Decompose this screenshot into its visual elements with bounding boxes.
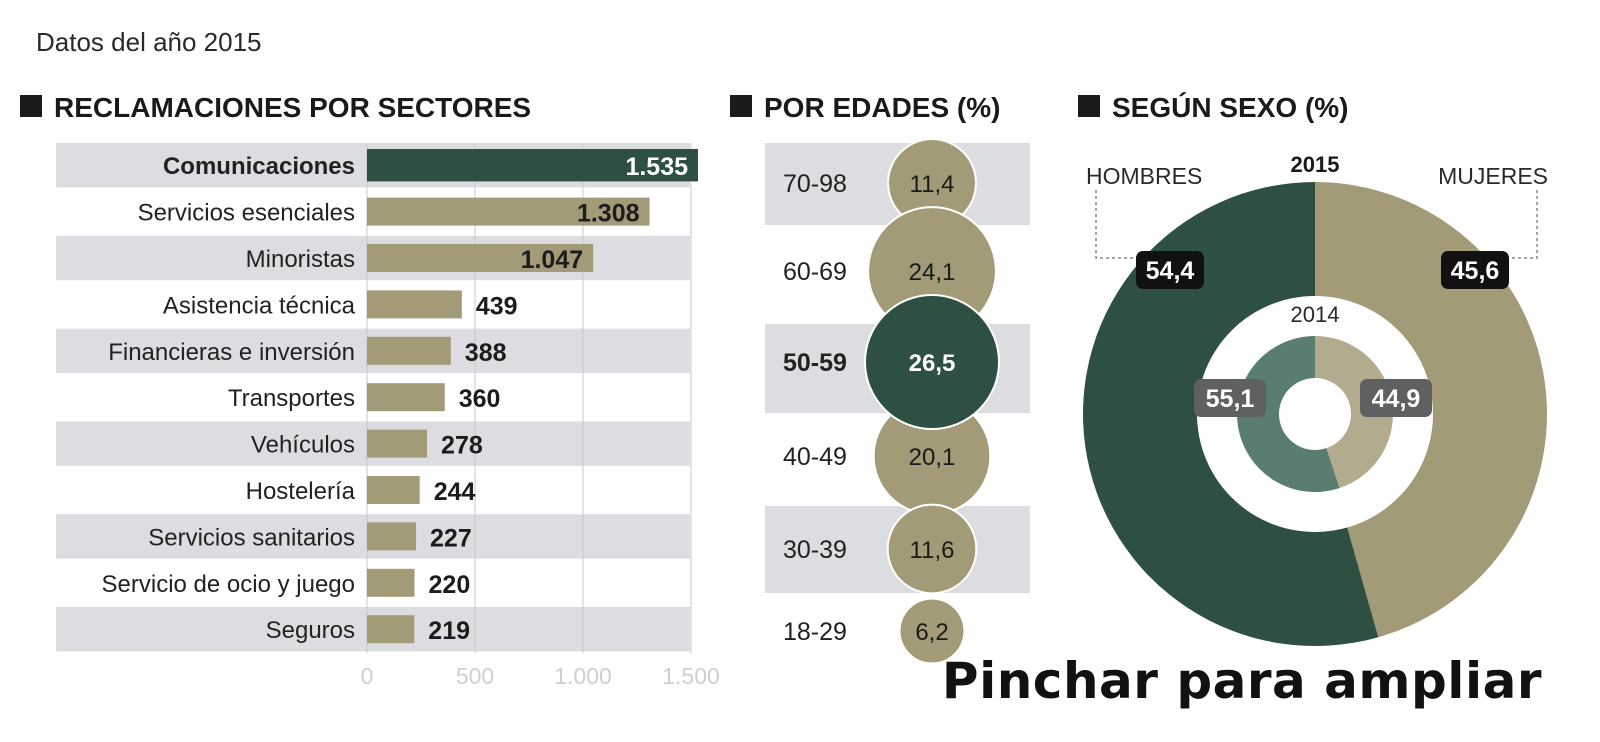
subtitle: Datos del año 2015 (36, 27, 262, 57)
leader-lines (1095, 190, 1538, 259)
category-label: Servicios esenciales (138, 200, 355, 227)
x-tick-label: 1.000 (554, 663, 612, 689)
bar (367, 522, 417, 551)
donut-labels: HOMBRES MUJERES 2015 2014 54,4 45,6 55,1 44,9 (1086, 152, 1548, 417)
sex-donut-chart: SEGÚN SEXO (%) HOMBRES MUJERES 2015 2014 54,… (1078, 92, 1548, 646)
bar (367, 336, 451, 365)
value-mujeres-2015: 45,6 (1451, 257, 1500, 285)
value-label: 244 (434, 478, 476, 506)
bubble-value-label: 6,2 (915, 619, 948, 646)
category-label: Financieras e inversión (108, 339, 355, 366)
category-label: Seguros (266, 617, 355, 644)
bar (367, 149, 698, 182)
bubble (898, 597, 966, 665)
slice-mujeres (1315, 182, 1548, 638)
legend-hombres: HOMBRES (1086, 163, 1202, 189)
enlarge-link[interactable]: Pinchar para ampliar (941, 652, 1542, 710)
title-marker (730, 95, 752, 117)
sectors-bar-chart: RECLAMACIONES POR SECTORES Comunicacione… (20, 92, 720, 689)
bubble-value-label: 24,1 (909, 259, 956, 286)
sectors-title: RECLAMACIONES POR SECTORES (54, 92, 531, 123)
age-title: POR EDADES (%) (764, 92, 1000, 123)
bubble-value-label: 20,1 (909, 444, 956, 471)
value-mujeres-2014-box (1360, 379, 1432, 417)
bar (367, 615, 415, 644)
category-label: Vehículos (251, 432, 355, 459)
value-hombres-2015: 54,4 (1146, 257, 1195, 285)
x-tick-label: 0 (361, 663, 374, 689)
bubble-value-label: 11,6 (910, 537, 955, 564)
value-label: 219 (428, 617, 470, 645)
value-label: 1.535 (625, 153, 688, 181)
donut-2015 (1083, 182, 1548, 646)
category-label: Hostelería (246, 478, 356, 505)
value-mujeres-2015-box (1441, 251, 1509, 289)
value-label: 278 (441, 432, 483, 460)
bubble-value-label: 26,5 (909, 350, 956, 377)
title-marker (1078, 95, 1100, 117)
value-label: 388 (465, 339, 507, 367)
slice-mujeres (1315, 336, 1393, 489)
category-label: Servicios sanitarios (148, 524, 355, 551)
category-label: Servicio de ocio y juego (102, 571, 355, 598)
value-label: 227 (430, 524, 472, 552)
bubble (886, 503, 978, 595)
gridlines (366, 143, 692, 654)
donut-2014 (1237, 336, 1393, 493)
slice-hombres (1237, 336, 1340, 493)
legend-mujeres: MUJERES (1438, 163, 1548, 189)
age-label: 30-39 (783, 536, 847, 564)
bar (367, 290, 462, 319)
bar (367, 197, 650, 226)
bubble (864, 294, 1000, 430)
bar (367, 244, 594, 272)
value-label: 1.308 (577, 200, 640, 228)
age-label: 18-29 (783, 618, 847, 646)
bubble-value-label: 11,4 (910, 171, 955, 198)
year-2015-label: 2015 (1291, 152, 1340, 177)
category-label: Transportes (228, 385, 355, 412)
bubbles: 11,4 24,1 26,5 20,1 11,6 6,2 (864, 138, 1000, 665)
category-labels: Comunicaciones Servicios esenciales Minori… (102, 153, 356, 644)
age-label: 40-49 (783, 443, 847, 471)
value-hombres-2015-box (1136, 251, 1204, 289)
x-tick-label: 500 (456, 663, 494, 689)
value-hombres-2014-box (1194, 379, 1266, 417)
x-tick-labels: 0 500 1.000 1.500 (361, 663, 720, 689)
bar (367, 568, 415, 597)
slice-hombres (1083, 182, 1379, 646)
year-2014-label: 2014 (1291, 302, 1340, 327)
value-hombres-2014: 55,1 (1206, 385, 1255, 413)
leader-mujeres (1510, 190, 1538, 259)
bar (367, 429, 428, 458)
age-labels: 70-98 60-69 50-59 40-49 30-39 18-29 (783, 170, 847, 646)
age-label: 50-59 (783, 349, 847, 377)
value-label: 1.047 (521, 246, 584, 274)
sex-title: SEGÚN SEXO (%) (1112, 92, 1348, 123)
x-tick-label: 1.500 (662, 663, 720, 689)
age-label: 70-98 (783, 170, 847, 198)
title-marker (20, 95, 42, 117)
category-label: Minoristas (246, 246, 355, 273)
age-label: 60-69 (783, 258, 847, 286)
bar (367, 383, 445, 412)
value-label: 360 (459, 385, 501, 413)
value-label: 439 (476, 292, 518, 320)
age-bubble-chart: POR EDADES (%) 70-98 60-69 50-59 40-49 30-39… (730, 92, 1030, 665)
value-mujeres-2014: 44,9 (1372, 385, 1421, 413)
bars (367, 149, 698, 644)
value-label: 220 (429, 571, 471, 599)
category-label: Asistencia técnica (163, 292, 356, 319)
category-label: Comunicaciones (163, 153, 355, 180)
bar (367, 476, 420, 504)
leader-hombres (1095, 190, 1140, 259)
